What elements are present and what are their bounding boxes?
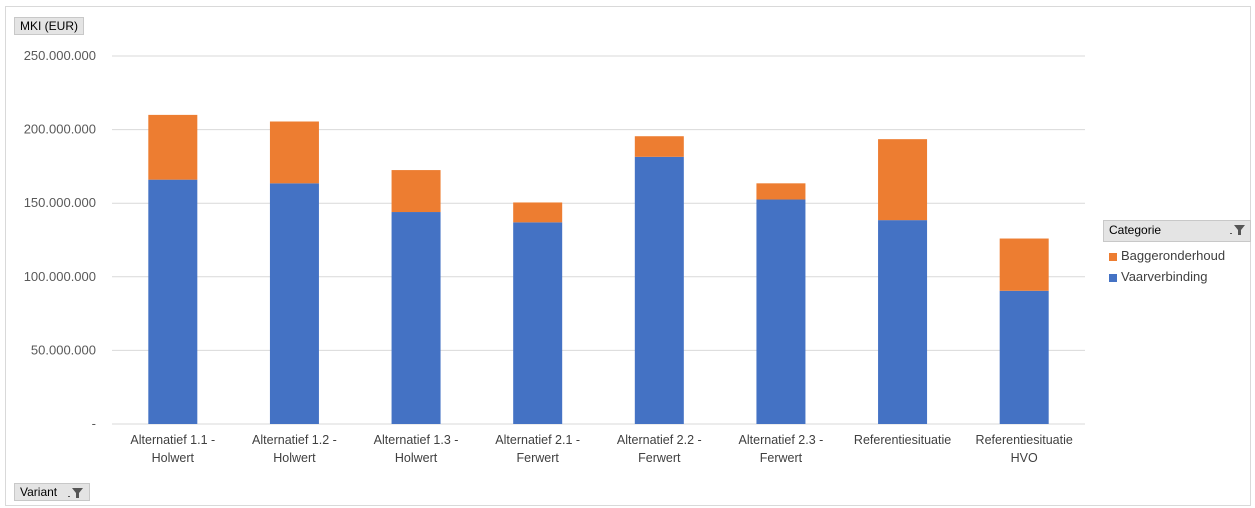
x-category-label: Alternatief 2.1 - bbox=[495, 433, 580, 447]
bar-vaarverbinding-7[interactable] bbox=[999, 290, 1049, 424]
bar-baggeronderhoud-4[interactable] bbox=[634, 136, 684, 157]
bar-vaarverbinding-4[interactable] bbox=[634, 156, 684, 424]
y-tick-label: 150.000.000 bbox=[24, 195, 96, 210]
legend-swatch bbox=[1109, 252, 1117, 261]
legend-label: Baggeronderhoud bbox=[1121, 248, 1226, 263]
y-tick-labels: - 50.000.000 100.000.000 150.000.000 200.000… bbox=[24, 48, 96, 431]
bar-baggeronderhoud-3[interactable] bbox=[513, 202, 563, 223]
x-category-labels: Alternatief 1.1 - Holwert Alternatief 1.2 … bbox=[130, 433, 1072, 465]
y-tick-label: 100.000.000 bbox=[24, 269, 96, 284]
filter-icon bbox=[1230, 225, 1245, 235]
y-axis-field-button[interactable]: MKI (EUR) bbox=[14, 17, 84, 35]
y-tick-label: 250.000.000 bbox=[24, 48, 96, 63]
legend-item-vaarverbinding[interactable]: Vaarverbinding bbox=[1103, 269, 1251, 284]
y-tick-label: - bbox=[92, 416, 96, 431]
legend-label: Vaarverbinding bbox=[1121, 269, 1208, 284]
x-category-label: Holwert bbox=[152, 451, 195, 465]
legend-title: Categorie bbox=[1109, 223, 1162, 237]
bars bbox=[148, 114, 1049, 424]
bar-vaarverbinding-0[interactable] bbox=[148, 179, 198, 424]
x-axis-title: Variant bbox=[20, 485, 58, 499]
x-category-label: Referentiesituatie bbox=[976, 433, 1073, 447]
x-category-label: Ferwert bbox=[517, 451, 560, 465]
filter-icon bbox=[68, 487, 84, 498]
x-category-label: Ferwert bbox=[638, 451, 681, 465]
y-axis-title: MKI (EUR) bbox=[20, 19, 78, 33]
bar-vaarverbinding-3[interactable] bbox=[513, 222, 563, 424]
bar-baggeronderhoud-5[interactable] bbox=[756, 183, 806, 200]
x-category-label: Ferwert bbox=[760, 451, 803, 465]
x-category-label: Alternatief 1.1 - bbox=[130, 433, 215, 447]
gridlines bbox=[112, 55, 1085, 425]
bar-vaarverbinding-5[interactable] bbox=[756, 199, 806, 424]
legend-swatch bbox=[1109, 273, 1117, 282]
bar-baggeronderhoud-0[interactable] bbox=[148, 114, 198, 180]
legend-field-button[interactable]: Categorie bbox=[1103, 220, 1251, 242]
bar-baggeronderhoud-2[interactable] bbox=[391, 170, 441, 213]
legend-item-baggeronderhoud[interactable]: Baggeronderhoud bbox=[1103, 248, 1251, 263]
bar-baggeronderhoud-1[interactable] bbox=[269, 121, 319, 184]
x-category-label: Alternatief 2.2 - bbox=[617, 433, 702, 447]
legend: Categorie Baggeronderhoud Vaarverbinding bbox=[1103, 220, 1251, 284]
bar-baggeronderhoud-7[interactable] bbox=[999, 238, 1049, 291]
bar-baggeronderhoud-6[interactable] bbox=[878, 139, 928, 221]
x-category-label: HVO bbox=[1011, 451, 1038, 465]
bar-vaarverbinding-1[interactable] bbox=[269, 183, 319, 424]
x-category-label: Referentiesituatie bbox=[854, 433, 951, 447]
x-category-label: Holwert bbox=[273, 451, 316, 465]
bar-vaarverbinding-6[interactable] bbox=[878, 220, 928, 424]
x-category-label: Alternatief 1.3 - bbox=[374, 433, 459, 447]
x-category-label: Holwert bbox=[395, 451, 438, 465]
y-tick-label: 200.000.000 bbox=[24, 122, 96, 137]
x-category-label: Alternatief 1.2 - bbox=[252, 433, 337, 447]
y-tick-label: 50.000.000 bbox=[31, 342, 96, 357]
bar-vaarverbinding-2[interactable] bbox=[391, 212, 441, 424]
x-category-label: Alternatief 2.3 - bbox=[739, 433, 824, 447]
variant-field-button[interactable]: Variant bbox=[14, 483, 91, 501]
